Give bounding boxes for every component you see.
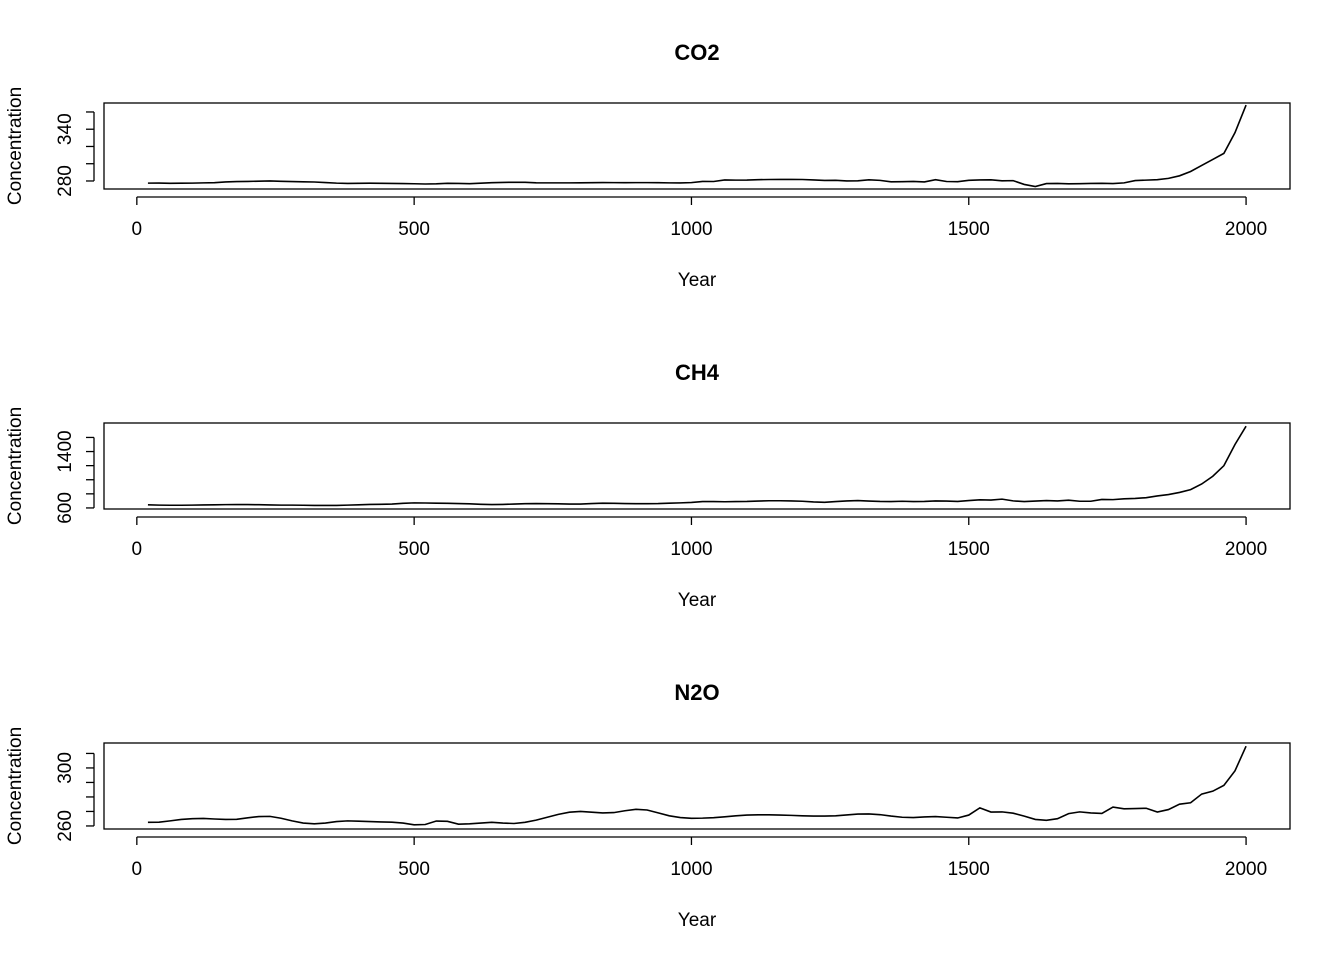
series-line bbox=[147, 745, 1247, 826]
x-tick-label: 0 bbox=[132, 859, 143, 880]
y-axis-label: Concentration bbox=[5, 727, 26, 845]
y-axis-label: Concentration bbox=[5, 87, 26, 205]
x-tick-label: 2000 bbox=[1225, 539, 1267, 560]
x-tick-label: 1500 bbox=[948, 859, 990, 880]
y-tick-label: 300 bbox=[55, 752, 76, 784]
x-tick-label: 1000 bbox=[670, 219, 712, 240]
plot-box bbox=[103, 102, 1291, 190]
series-line bbox=[147, 104, 1247, 188]
x-tick-label: 1000 bbox=[670, 539, 712, 560]
x-tick-label: 0 bbox=[132, 539, 143, 560]
y-tick-label: 1400 bbox=[55, 430, 76, 472]
y-tick-label: 600 bbox=[55, 492, 76, 524]
panel-title: N2O bbox=[674, 680, 719, 705]
plot-box bbox=[103, 742, 1291, 830]
x-tick-label: 500 bbox=[398, 539, 430, 560]
y-tick-label: 260 bbox=[55, 810, 76, 842]
panel-title: CO2 bbox=[674, 40, 719, 65]
x-tick-label: 1000 bbox=[670, 859, 712, 880]
y-axis-label: Concentration bbox=[5, 407, 26, 525]
x-axis-label: Year bbox=[678, 270, 717, 291]
x-tick-label: 500 bbox=[398, 219, 430, 240]
x-tick-label: 2000 bbox=[1225, 859, 1267, 880]
y-tick-label: 280 bbox=[55, 165, 76, 197]
x-axis-label: Year bbox=[678, 590, 717, 611]
series-line bbox=[147, 425, 1247, 507]
panel-title: CH4 bbox=[675, 360, 720, 385]
x-tick-label: 1500 bbox=[948, 219, 990, 240]
plot-box bbox=[103, 422, 1291, 510]
x-tick-label: 1500 bbox=[948, 539, 990, 560]
x-tick-label: 500 bbox=[398, 859, 430, 880]
x-tick-label: 0 bbox=[132, 219, 143, 240]
y-tick-label: 340 bbox=[55, 113, 76, 145]
x-tick-label: 2000 bbox=[1225, 219, 1267, 240]
x-axis-label: Year bbox=[678, 910, 717, 931]
